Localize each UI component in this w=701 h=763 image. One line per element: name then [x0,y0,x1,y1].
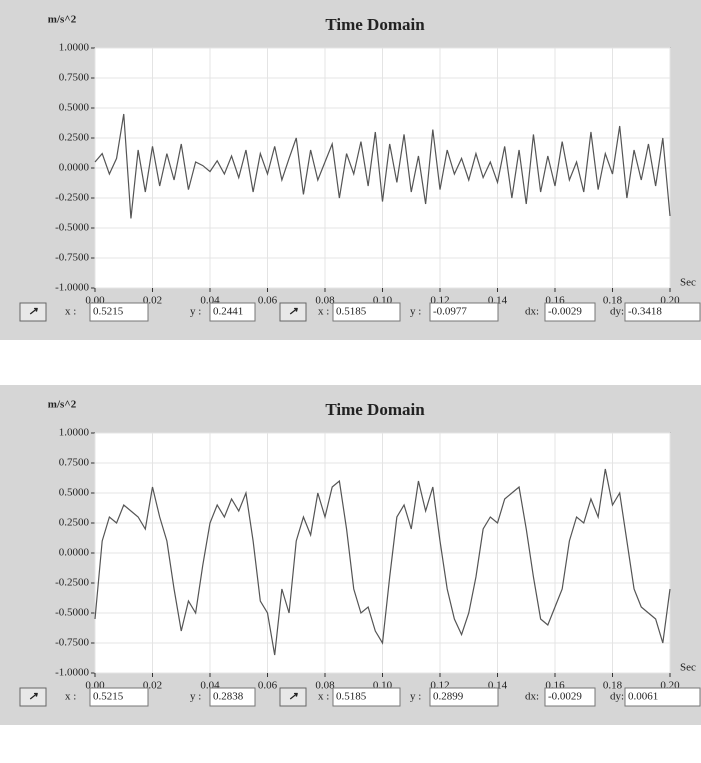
y-tick-label: -0.7500 [55,637,89,649]
y-tick-label: 0.5000 [59,102,90,114]
x-tick-label: 0.06 [258,295,278,307]
y-tick-label: -1.0000 [55,667,89,679]
readout-box [89,687,149,707]
x-tick-label: 0.18 [603,680,623,692]
x-tick-label: 0.08 [315,680,335,692]
readout-box [544,687,596,707]
readout-box [89,302,149,322]
readout-value: 0.2838 [213,691,244,703]
y-axis-label: m/s^2 [48,399,77,411]
y-tick-label: -0.2500 [55,192,89,204]
chart-title: Time Domain [325,15,425,34]
readout-value: -0.3418 [628,306,662,318]
readout-box [544,302,596,322]
readout-box [429,687,499,707]
readout-label: dy: [610,306,624,318]
cursor-2-button[interactable] [279,687,307,707]
readout-label: dx: [525,306,539,318]
x-tick-label: 0.08 [315,295,335,307]
y-tick-label: 0.5000 [59,487,90,499]
y-tick-label: 0.0000 [59,547,90,559]
readout-box [624,687,701,707]
readout-box [332,302,401,322]
readout-label: dx: [525,691,539,703]
y-tick-label: -0.5000 [55,222,89,234]
y-tick-label: 0.2500 [59,517,90,529]
x-tick-label: 0.18 [603,295,623,307]
readout-label: y : [190,306,201,318]
y-tick-label: -0.7500 [55,252,89,264]
readout-label: y : [410,691,421,703]
readout-label: y : [190,691,201,703]
cursor-1-button[interactable] [19,302,47,322]
readout-value: -0.0029 [548,691,582,703]
x-axis-label: Sec [680,662,696,674]
readout-value: 0.5185 [336,691,367,703]
readout-value: 0.0061 [628,691,658,703]
y-tick-label: 0.2500 [59,132,90,144]
readout-label: x : [318,691,329,703]
readout-value: -0.0029 [548,306,582,318]
cursor-2-icon: ↗ [288,691,298,703]
cursor-1-icon: ↗ [28,691,38,703]
y-tick-label: 1.0000 [59,42,90,54]
readout-label: y : [410,306,421,318]
readout-box [209,302,256,322]
readout-box [332,687,401,707]
readout-box [429,302,499,322]
cursor-2-button[interactable] [279,302,307,322]
readout-box [209,687,256,707]
readout-box [624,302,701,322]
y-tick-label: -0.2500 [55,577,89,589]
y-tick-label: 1.0000 [59,427,90,439]
cursor-2-icon: ↗ [288,306,298,318]
readout-label: x : [65,691,76,703]
chart-title: Time Domain [325,400,425,419]
readout-value: 0.2441 [213,306,243,318]
readout-label: x : [318,306,329,318]
series-line [94,113,671,219]
cursor-1-button[interactable] [19,687,47,707]
y-tick-label: 0.7500 [59,72,90,84]
readout-value: 0.5185 [336,306,367,318]
cursor-1-icon: ↗ [28,306,38,318]
y-axis-label: m/s^2 [48,14,77,26]
y-tick-label: 0.7500 [59,457,90,469]
readout-label: dy: [610,691,624,703]
y-tick-label: 0.0000 [59,162,90,174]
readout-label: x : [65,306,76,318]
y-tick-label: -1.0000 [55,282,89,294]
readout-value: 0.5215 [93,306,124,318]
x-axis-label: Sec [680,277,696,289]
y-tick-label: -0.5000 [55,607,89,619]
x-tick-label: 0.06 [258,680,278,692]
readout-value: -0.0977 [433,306,467,318]
readout-value: 0.5215 [93,691,124,703]
series-line [94,468,671,656]
readout-value: 0.2899 [433,691,464,703]
